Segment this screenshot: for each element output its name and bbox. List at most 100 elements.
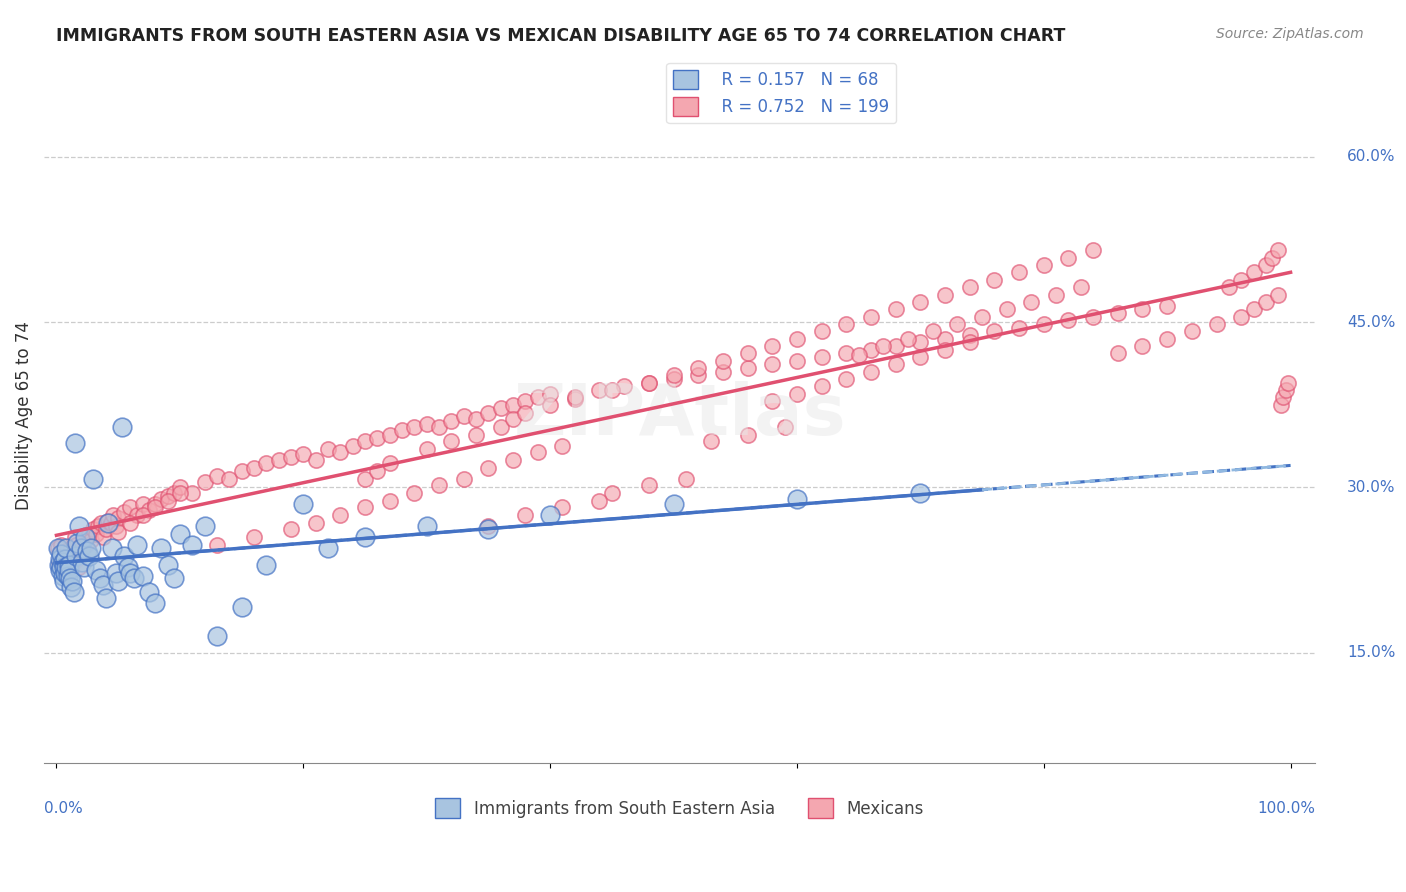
Point [637, 478, 659, 492]
Point [84, 526, 107, 541]
Point [688, 361, 710, 376]
Point [1070, 280, 1092, 294]
Point [427, 420, 450, 434]
Point [66, 535, 89, 549]
Point [1274, 384, 1296, 398]
Point [46, 541, 69, 555]
Point [243, 460, 266, 475]
Point [267, 453, 290, 467]
Point [910, 351, 932, 365]
Point [112, 549, 135, 563]
Point [1008, 265, 1031, 279]
Point [169, 526, 191, 541]
Point [934, 343, 956, 357]
Point [316, 442, 339, 456]
Point [835, 318, 858, 332]
Point [94, 591, 117, 605]
Point [72, 560, 94, 574]
Point [62, 574, 84, 589]
Point [859, 310, 882, 324]
Point [100, 516, 122, 530]
Point [243, 530, 266, 544]
Point [983, 273, 1005, 287]
Point [62, 549, 84, 563]
Point [120, 566, 142, 581]
Point [378, 427, 401, 442]
Point [848, 348, 870, 362]
Point [884, 301, 907, 316]
Point [773, 420, 796, 434]
Point [329, 508, 352, 522]
Point [921, 324, 943, 338]
Point [55, 544, 77, 558]
Point [56, 568, 79, 582]
Point [515, 508, 537, 522]
Point [163, 571, 186, 585]
Point [910, 334, 932, 349]
Point [786, 332, 808, 346]
Point [97, 516, 120, 530]
Point [292, 447, 315, 461]
Point [73, 530, 96, 544]
Point [786, 491, 808, 506]
Point [835, 346, 858, 360]
Point [107, 574, 129, 589]
Point [588, 384, 610, 398]
Point [125, 508, 148, 522]
Point [82, 472, 104, 486]
Point [80, 541, 103, 555]
Point [453, 472, 475, 486]
Point [983, 324, 1005, 338]
Point [835, 372, 858, 386]
Text: IMMIGRANTS FROM SOUTH EASTERN ASIA VS MEXICAN DISABILITY AGE 65 TO 74 CORRELATIO: IMMIGRANTS FROM SOUTH EASTERN ASIA VS ME… [56, 27, 1066, 45]
Point [82, 522, 104, 536]
Point [1272, 390, 1295, 404]
Point [231, 599, 253, 614]
Point [699, 434, 721, 449]
Point [49, 552, 72, 566]
Point [1107, 306, 1129, 320]
Point [122, 571, 145, 585]
Point [1057, 251, 1080, 265]
Point [884, 357, 907, 371]
Point [80, 533, 103, 548]
Point [52, 563, 75, 577]
Point [52, 556, 75, 570]
Point [84, 563, 107, 577]
Point [711, 353, 734, 368]
Point [872, 339, 894, 353]
Point [502, 398, 524, 412]
Point [637, 376, 659, 390]
Point [76, 544, 98, 558]
Point [1181, 324, 1204, 338]
Point [662, 368, 685, 382]
Point [859, 365, 882, 379]
Point [526, 390, 548, 404]
Point [354, 434, 377, 449]
Point [465, 427, 488, 442]
Point [761, 339, 783, 353]
Point [415, 417, 437, 431]
Point [329, 445, 352, 459]
Point [304, 453, 326, 467]
Point [711, 365, 734, 379]
Point [56, 560, 79, 574]
Point [107, 511, 129, 525]
Point [1230, 310, 1253, 324]
Point [132, 508, 155, 522]
Point [675, 472, 697, 486]
Point [69, 544, 91, 558]
Point [52, 568, 75, 582]
Point [538, 386, 561, 401]
Point [440, 434, 463, 449]
Point [1254, 258, 1277, 272]
Point [1277, 376, 1299, 390]
Point [97, 514, 120, 528]
Point [218, 472, 240, 486]
Point [63, 530, 86, 544]
Point [366, 431, 388, 445]
Point [786, 386, 808, 401]
Point [810, 351, 832, 365]
Point [959, 334, 981, 349]
Point [53, 549, 76, 563]
